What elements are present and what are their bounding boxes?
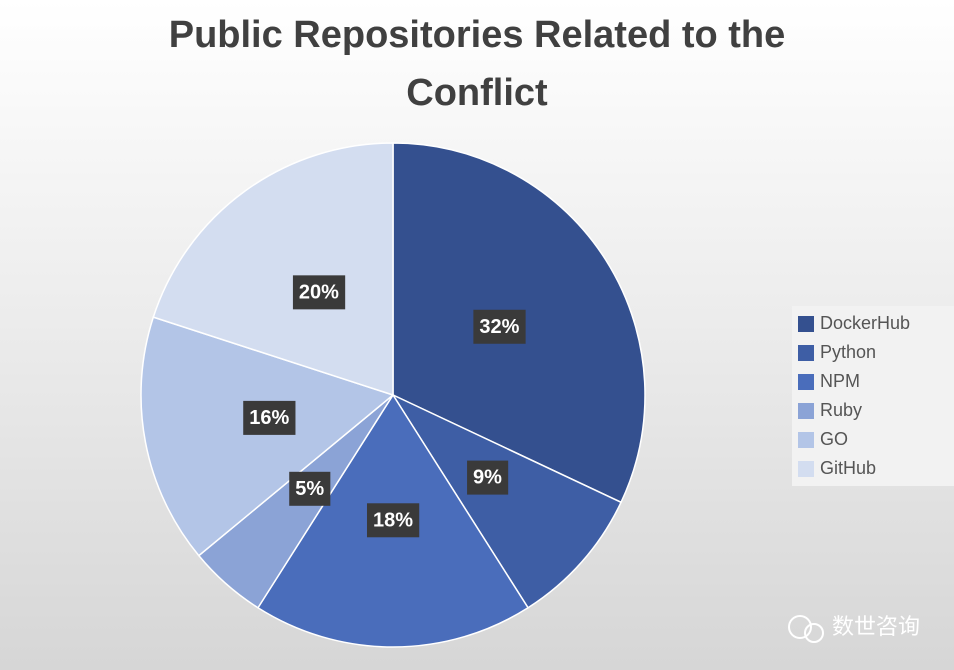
watermark-icon [788, 615, 812, 639]
data-label-box [292, 275, 346, 310]
data-label-text: 16% [249, 407, 289, 429]
data-label: 16% [243, 400, 296, 435]
legend-label: GitHub [820, 458, 876, 478]
data-label-box [243, 400, 296, 435]
legend-swatch [798, 403, 814, 419]
pie-slice [390, 393, 623, 609]
data-label-text: 9% [473, 467, 502, 489]
data-label: 5% [289, 471, 331, 506]
data-label-text: 18% [373, 509, 413, 531]
watermark: 数世咨询 [788, 615, 920, 643]
pie-slice [152, 142, 394, 397]
watermark-text: 数世咨询 [832, 615, 920, 640]
legend-box [792, 306, 954, 486]
legend-label: GO [820, 429, 848, 449]
legend-swatch [798, 432, 814, 448]
chart-title: Public Repositories Related to the Confl… [168, 14, 786, 114]
legend-label: DockerHub [820, 313, 910, 333]
legend-swatch [798, 345, 814, 361]
data-label-text: 5% [295, 478, 324, 500]
data-label-text: 20% [299, 281, 339, 303]
legend-label: NPM [820, 371, 860, 391]
legend-swatch [798, 374, 814, 390]
data-label-text: 32% [479, 316, 519, 338]
data-label-box [289, 471, 331, 506]
legend-label: Ruby [820, 400, 862, 420]
watermark-icon [804, 623, 824, 643]
data-label: 20% [292, 275, 346, 310]
data-label: 32% [473, 309, 526, 344]
legend-swatch [798, 316, 814, 332]
pie-slice [140, 316, 395, 557]
data-label-box [473, 309, 526, 344]
data-label-box [467, 460, 509, 495]
data-label: 9% [467, 460, 509, 495]
legend-swatch [798, 461, 814, 477]
legend-label: Python [820, 342, 876, 362]
data-label: 18% [366, 503, 420, 538]
data-label-box [366, 503, 420, 538]
